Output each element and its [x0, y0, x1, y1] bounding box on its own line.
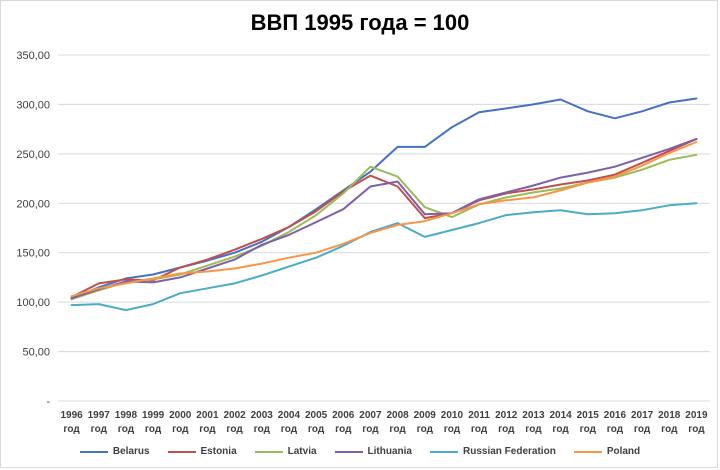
- x-tick-label: 2012: [495, 410, 518, 421]
- x-tick-label-suffix: год: [661, 424, 678, 435]
- x-tick-label-suffix: год: [552, 424, 569, 435]
- x-tick-label: 2013: [522, 410, 545, 421]
- x-tick-label: 2009: [414, 410, 437, 421]
- x-tick-label-suffix: год: [91, 424, 108, 435]
- x-tick-label-suffix: год: [688, 424, 705, 435]
- x-tick-label-suffix: год: [417, 424, 434, 435]
- x-tick-label: 2004: [278, 410, 301, 421]
- chart-title: ВВП 1995 года = 100: [250, 10, 470, 35]
- series-line-belarus: [70, 97, 698, 301]
- x-tick-label-suffix: год: [172, 424, 189, 435]
- x-tick-label: 1999: [142, 410, 165, 421]
- legend-label: Lithuania: [367, 446, 412, 457]
- x-tick-label: 2008: [386, 410, 409, 421]
- x-tick-label: 2001: [196, 410, 219, 421]
- y-tick-label: -: [46, 396, 50, 408]
- series-line-lithuania: [70, 138, 698, 300]
- x-tick-label: 2010: [441, 410, 464, 421]
- x-tick-label: 2015: [577, 410, 600, 421]
- legend-label: Belarus: [112, 446, 150, 457]
- x-tick-label: 2014: [549, 410, 572, 421]
- x-tick-label-suffix: год: [471, 424, 488, 435]
- y-tick-label: 50,00: [22, 347, 50, 359]
- x-tick-label-suffix: год: [444, 424, 461, 435]
- x-tick-label: 2000: [169, 410, 192, 421]
- y-tick-label: 200,00: [16, 198, 50, 210]
- series-line-estonia: [70, 138, 698, 299]
- series-line-russian-federation: [70, 202, 698, 312]
- x-tick-label: 2018: [658, 410, 681, 421]
- x-tick-label-suffix: год: [607, 424, 624, 435]
- legend-swatch: [573, 450, 602, 453]
- x-tick-label-suffix: год: [118, 424, 135, 435]
- x-tick-label: 1998: [115, 410, 138, 421]
- legend-swatch: [334, 450, 363, 453]
- legend-item: Lithuania: [334, 446, 412, 457]
- legend-item: Belarus: [79, 446, 150, 457]
- x-tick-label-suffix: год: [281, 424, 298, 435]
- x-tick-label: 2011: [468, 410, 490, 421]
- x-tick-label-suffix: год: [634, 424, 651, 435]
- x-tick-label: 2002: [223, 410, 246, 421]
- y-tick-label: 150,00: [16, 248, 50, 260]
- x-tick-label-suffix: год: [308, 424, 325, 435]
- x-tick-label-suffix: год: [389, 424, 406, 435]
- x-tick-label: 1996: [60, 410, 83, 421]
- x-tick-label-suffix: год: [335, 424, 352, 435]
- legend-label: Poland: [606, 446, 641, 457]
- x-tick-label: 2006: [332, 410, 355, 421]
- x-tick-label-suffix: год: [254, 424, 271, 435]
- x-tick-label: 2016: [604, 410, 627, 421]
- legend-item: Poland: [573, 446, 641, 457]
- x-tick-label: 2005: [305, 410, 328, 421]
- x-tick-label-suffix: год: [362, 424, 379, 435]
- y-tick-label: 250,00: [16, 149, 50, 161]
- x-tick-label-suffix: год: [145, 424, 162, 435]
- x-tick-label: 2017: [631, 410, 654, 421]
- x-tick-label: 1997: [88, 410, 111, 421]
- chart-legend: Belarus Estonia Latvia Lithuania Russian Fed…: [0, 446, 720, 457]
- legend-label: Estonia: [200, 446, 237, 457]
- x-tick-label-suffix: год: [525, 424, 542, 435]
- x-tick-label: 2003: [251, 410, 274, 421]
- legend-swatch: [254, 450, 283, 453]
- x-tick-label-suffix: год: [580, 424, 597, 435]
- legend-swatch: [79, 450, 108, 453]
- x-tick-label-suffix: год: [199, 424, 216, 435]
- x-tick-label-suffix: год: [63, 424, 80, 435]
- x-tick-label: 2019: [685, 410, 708, 421]
- legend-swatch: [430, 450, 458, 453]
- x-tick-label: 2007: [359, 410, 382, 421]
- series-line-poland: [70, 141, 698, 298]
- legend-label: Russian Federation: [463, 446, 556, 457]
- legend-item: Estonia: [167, 446, 237, 457]
- legend-swatch: [167, 450, 196, 453]
- y-tick-label: 350,00: [16, 50, 50, 62]
- x-tick-label-suffix: год: [498, 424, 515, 435]
- legend-item: Latvia: [254, 446, 317, 457]
- y-tick-label: 100,00: [16, 297, 50, 309]
- legend-item: Russian Federation: [430, 446, 556, 457]
- legend-label: Latvia: [287, 446, 317, 457]
- x-tick-label-suffix: год: [226, 424, 243, 435]
- y-tick-label: 300,00: [16, 99, 50, 111]
